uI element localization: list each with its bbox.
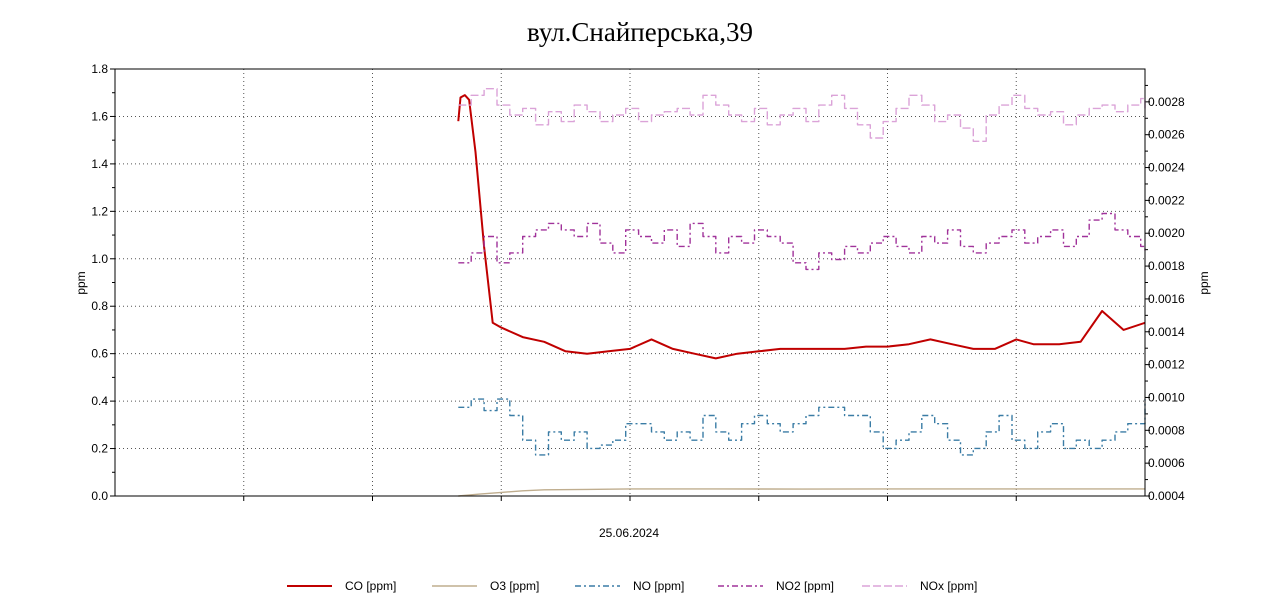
y-right-tick-label: 0.0008 (1148, 423, 1185, 437)
y-left-tick-label: 0.4 (91, 394, 108, 408)
plot-frame (114, 68, 1146, 497)
legend: CO [ppm] O3 [ppm] NO [ppm] NO2 [ppm] NOx [pp… (287, 579, 977, 593)
legend-label-co: CO [ppm] (345, 579, 396, 593)
series-line-no (458, 398, 1146, 456)
chart-title: вул.Снайперська,39 (527, 17, 753, 47)
axis-ticks: 0.0 0.2 0.4 0.6 0.8 1.0 1.2 1.4 1.6 1.8 0.0004 0.00… (91, 62, 1185, 503)
y-left-tick-label: 1.2 (91, 204, 108, 218)
y-right-tick-label: 0.0018 (1148, 259, 1185, 273)
y-right-tick-label: 0.0016 (1148, 292, 1185, 306)
legend-label-no: NO [ppm] (633, 579, 684, 593)
y-right-tick-label: 0.0024 (1148, 161, 1185, 175)
y-right-tick-label: 0.0006 (1148, 456, 1185, 470)
y-left-tick-label: 1.4 (91, 157, 108, 171)
y-right-tick-label: 0.0004 (1148, 489, 1185, 503)
y-left-tick-label: 0.8 (91, 299, 108, 313)
y-right-tick-label: 0.0014 (1148, 325, 1185, 339)
x-axis-label: 25.06.2024 (599, 526, 659, 540)
series-line-co (457, 94, 1146, 360)
y-axis-left-label: ppm (74, 271, 88, 294)
legend-label-no2: NO2 [ppm] (776, 579, 834, 593)
series-line-no2 (458, 212, 1146, 271)
y-right-tick-label: 0.0020 (1148, 226, 1185, 240)
y-right-tick-label: 0.0026 (1148, 128, 1185, 142)
series-line-nox (458, 88, 1146, 142)
y-right-tick-label: 0.0022 (1148, 193, 1185, 207)
y-axis-right-label: ppm (1197, 271, 1211, 294)
series-line-o3 (458, 488, 1145, 497)
y-left-tick-label: 0.0 (91, 489, 108, 503)
legend-label-o3: O3 [ppm] (490, 579, 539, 593)
y-right-tick-label: 0.0028 (1148, 95, 1185, 109)
y-left-tick-label: 0.2 (91, 442, 108, 456)
y-left-tick-label: 1.6 (91, 109, 108, 123)
y-right-tick-label: 0.0012 (1148, 358, 1185, 372)
y-left-tick-label: 1.8 (91, 62, 108, 76)
legend-label-nox: NOx [ppm] (920, 579, 977, 593)
series-lines (457, 88, 1146, 497)
y-left-tick-label: 1.0 (91, 252, 108, 266)
y-right-tick-label: 0.0010 (1148, 390, 1185, 404)
y-left-tick-label: 0.6 (91, 347, 108, 361)
